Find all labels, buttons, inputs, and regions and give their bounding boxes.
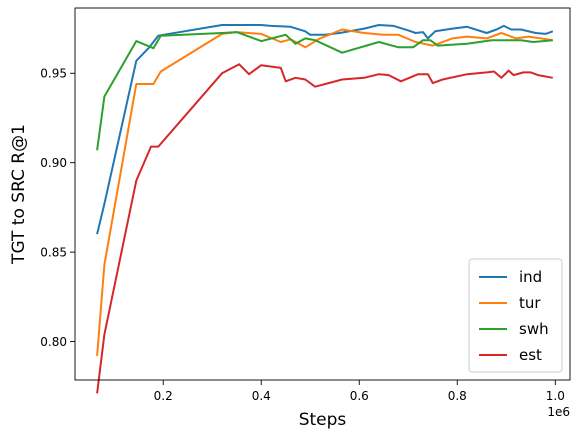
plot-lines [96, 24, 554, 394]
y-tick-label: 0.80 [40, 335, 67, 349]
series-line-swh [96, 31, 553, 151]
x-tick-label: 0.6 [350, 389, 369, 403]
x-tick-label: 1.0 [546, 389, 565, 403]
x-tick-label: 0.2 [154, 389, 173, 403]
legend-label-tur: tur [519, 294, 541, 312]
x-tick-label: 0.4 [252, 389, 271, 403]
legend: ind tur swh est [468, 258, 563, 373]
y-axis-label: TGT to SRC R@1 [9, 124, 29, 265]
legend-label-est: est [519, 346, 542, 364]
series-line-ind [96, 24, 554, 235]
legend-label-swh: swh [519, 320, 549, 338]
legend-label-ind: ind [519, 268, 542, 286]
series-line-tur [96, 28, 553, 356]
x-axis-ticks: 0.2 0.4 0.6 0.8 1.0 [154, 380, 565, 403]
x-axis-offset-label: 1e6 [547, 405, 570, 419]
x-tick-label: 0.8 [448, 389, 467, 403]
y-tick-label: 0.90 [40, 156, 67, 170]
legend-box [468, 258, 563, 373]
y-axis-ticks: 0.80 0.85 0.90 0.95 [40, 67, 75, 349]
y-tick-label: 0.85 [40, 245, 67, 259]
y-tick-label: 0.95 [40, 67, 67, 81]
series-line-est [96, 63, 553, 394]
plot-frame [74, 7, 571, 381]
x-axis-label: Steps [299, 410, 347, 430]
